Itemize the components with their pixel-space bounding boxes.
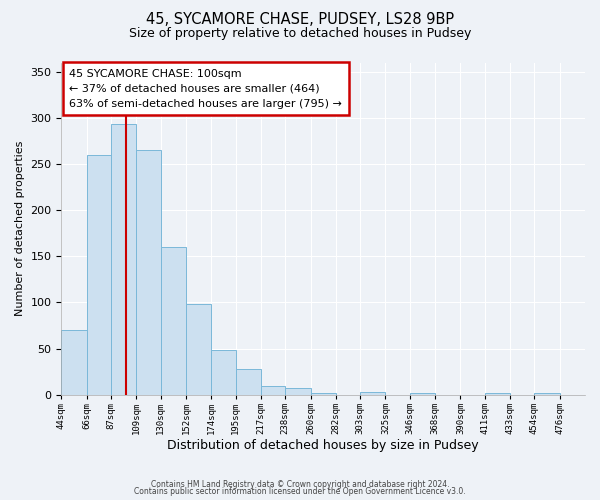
X-axis label: Distribution of detached houses by size in Pudsey: Distribution of detached houses by size … (167, 440, 479, 452)
Text: 45 SYCAMORE CHASE: 100sqm
← 37% of detached houses are smaller (464)
63% of semi: 45 SYCAMORE CHASE: 100sqm ← 37% of detac… (69, 69, 342, 108)
Y-axis label: Number of detached properties: Number of detached properties (15, 141, 25, 316)
Bar (186, 304, 211, 395)
Text: Contains public sector information licensed under the Open Government Licence v3: Contains public sector information licen… (134, 488, 466, 496)
Bar (111, 124, 136, 395)
Bar (285, 388, 311, 395)
Bar (136, 150, 161, 395)
Bar (485, 393, 510, 395)
Bar (261, 386, 285, 395)
Text: Contains HM Land Registry data © Crown copyright and database right 2024.: Contains HM Land Registry data © Crown c… (151, 480, 449, 489)
Bar (236, 369, 261, 395)
Bar (360, 392, 385, 395)
Text: 45, SYCAMORE CHASE, PUDSEY, LS28 9BP: 45, SYCAMORE CHASE, PUDSEY, LS28 9BP (146, 12, 454, 28)
Bar (161, 247, 186, 395)
Bar (87, 155, 111, 395)
Bar (410, 393, 435, 395)
Bar (311, 393, 336, 395)
Text: Size of property relative to detached houses in Pudsey: Size of property relative to detached ho… (129, 28, 471, 40)
Bar (534, 393, 560, 395)
Bar (61, 330, 87, 395)
Bar (211, 350, 236, 395)
